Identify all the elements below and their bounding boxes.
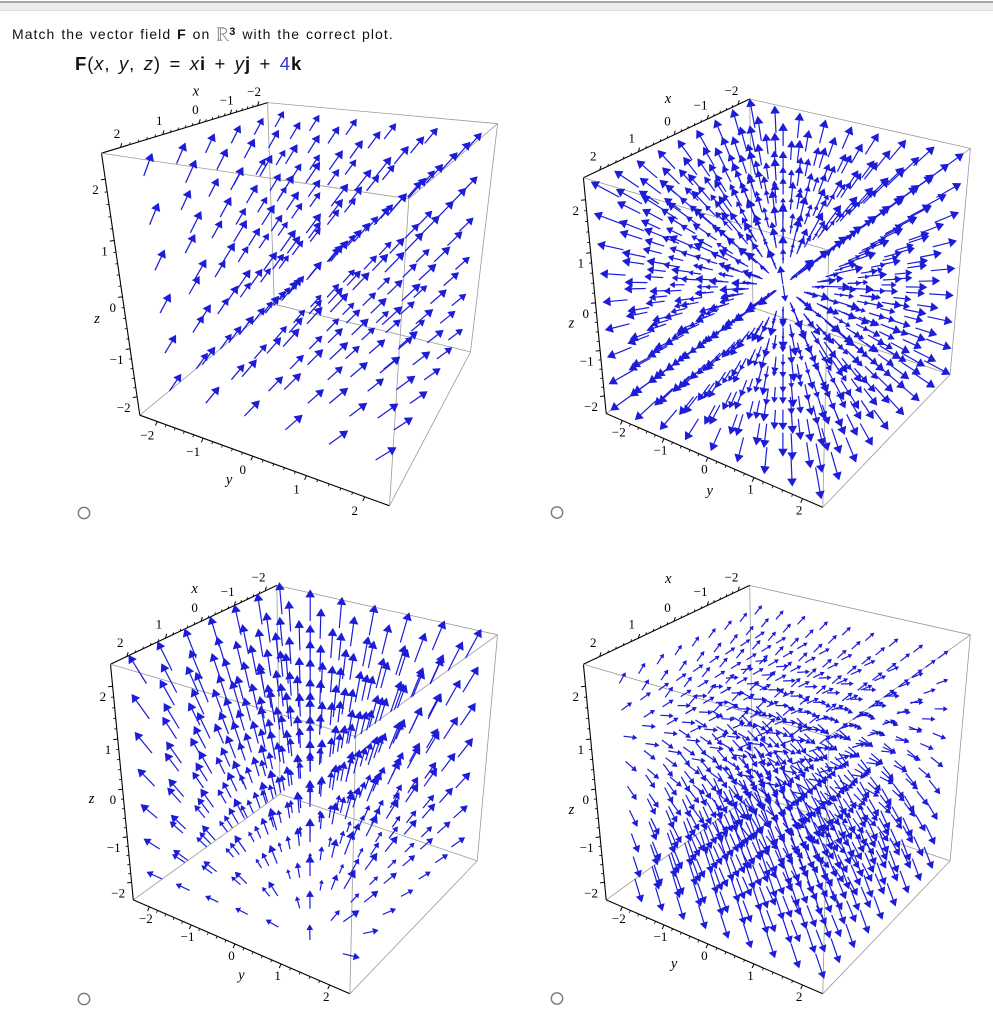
svg-text:0: 0 xyxy=(192,102,199,117)
svg-text:2: 2 xyxy=(351,503,358,518)
svg-text:2: 2 xyxy=(796,503,803,518)
svg-text:2: 2 xyxy=(114,126,121,141)
svg-text:−2: −2 xyxy=(252,570,266,585)
svg-text:1: 1 xyxy=(293,482,300,497)
svg-text:2: 2 xyxy=(573,689,580,704)
svg-text:−2: −2 xyxy=(117,400,131,415)
svg-text:x: x xyxy=(664,571,672,587)
svg-text:2: 2 xyxy=(590,635,597,650)
svg-text:1: 1 xyxy=(156,113,163,128)
svg-text:−1: −1 xyxy=(654,929,668,944)
svg-text:1: 1 xyxy=(747,482,754,497)
svg-text:2: 2 xyxy=(92,182,99,197)
svg-text:y: y xyxy=(704,483,713,499)
svg-text:0: 0 xyxy=(701,462,708,477)
svg-text:2: 2 xyxy=(117,635,124,650)
svg-text:0: 0 xyxy=(110,792,117,807)
svg-text:0: 0 xyxy=(664,600,671,615)
svg-text:−2: −2 xyxy=(247,84,261,99)
svg-text:−1: −1 xyxy=(186,444,200,459)
svg-text:0: 0 xyxy=(664,113,671,128)
svg-text:−2: −2 xyxy=(139,911,153,926)
svg-text:−1: −1 xyxy=(694,584,708,599)
svg-text:−1: −1 xyxy=(580,354,594,369)
svg-text:1: 1 xyxy=(101,244,108,259)
svg-text:−1: −1 xyxy=(107,840,121,855)
svg-text:−2: −2 xyxy=(725,570,739,585)
svg-text:1: 1 xyxy=(578,742,585,757)
svg-text:−1: −1 xyxy=(694,98,708,113)
svg-text:−2: −2 xyxy=(584,399,598,414)
svg-text:2: 2 xyxy=(100,689,107,704)
svg-text:z: z xyxy=(93,311,100,327)
svg-text:0: 0 xyxy=(191,600,198,615)
svg-text:−2: −2 xyxy=(612,425,626,440)
svg-text:−1: −1 xyxy=(580,840,594,855)
svg-text:2: 2 xyxy=(590,149,597,164)
svg-text:0: 0 xyxy=(240,462,247,477)
svg-text:−1: −1 xyxy=(220,93,234,108)
svg-text:1: 1 xyxy=(156,617,163,632)
svg-text:x: x xyxy=(664,91,672,107)
svg-text:0: 0 xyxy=(583,792,590,807)
svg-text:−1: −1 xyxy=(221,584,235,599)
svg-text:y: y xyxy=(236,968,245,984)
svg-text:2: 2 xyxy=(796,989,803,1004)
svg-text:z: z xyxy=(568,316,575,332)
svg-text:1: 1 xyxy=(747,968,754,983)
svg-text:1: 1 xyxy=(578,256,585,271)
svg-text:z: z xyxy=(88,791,95,807)
svg-text:1: 1 xyxy=(629,130,636,145)
svg-text:−1: −1 xyxy=(110,352,124,367)
svg-text:2: 2 xyxy=(323,989,330,1004)
svg-text:−2: −2 xyxy=(111,885,125,900)
svg-text:y: y xyxy=(224,472,233,488)
svg-text:0: 0 xyxy=(701,948,708,963)
svg-text:1: 1 xyxy=(105,742,112,757)
svg-text:y: y xyxy=(669,956,678,972)
svg-text:0: 0 xyxy=(228,948,235,963)
svg-text:−2: −2 xyxy=(140,428,154,443)
svg-text:2: 2 xyxy=(573,203,580,218)
svg-text:−2: −2 xyxy=(612,911,626,926)
svg-text:1: 1 xyxy=(629,617,636,632)
svg-text:−1: −1 xyxy=(654,443,668,458)
svg-text:0: 0 xyxy=(110,300,117,315)
svg-text:x: x xyxy=(190,581,198,597)
svg-text:z: z xyxy=(568,802,575,818)
svg-text:x: x xyxy=(192,84,200,100)
svg-text:−2: −2 xyxy=(584,885,598,900)
svg-text:1: 1 xyxy=(274,968,281,983)
svg-text:−2: −2 xyxy=(725,83,739,98)
svg-text:−1: −1 xyxy=(181,929,195,944)
svg-text:0: 0 xyxy=(583,306,590,321)
